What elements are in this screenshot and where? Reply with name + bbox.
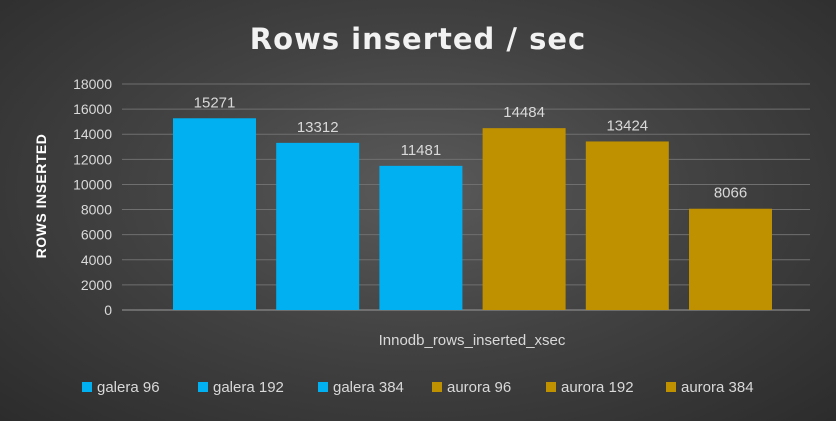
bar-aurora-192 [585,141,669,310]
legend-swatch [666,382,676,392]
data-label: 11481 [401,142,442,159]
legend-swatch [318,382,328,392]
bars [173,118,772,310]
y-axis-title: ROWS INSERTED [33,134,49,259]
legend-swatch [432,382,442,392]
data-label: 8066 [714,185,747,202]
y-tick-label: 4000 [81,252,112,268]
legend-label: aurora 384 [681,379,754,396]
legend: galera 96 galera 192 galera 384 aurora 96 au… [82,379,754,396]
y-tick-label: 2000 [81,277,112,293]
bar-aurora-384 [689,208,772,310]
y-tick-label: 10000 [73,176,112,192]
y-tick-label: 18000 [73,76,112,92]
data-label: 13312 [297,119,339,136]
bar-aurora-96 [482,128,566,310]
legend-label: galera 384 [333,379,404,396]
y-tick-label: 16000 [73,101,112,117]
legend-label: aurora 96 [447,379,511,396]
data-labels: 15271 13312 11481 14484 13424 8066 [194,94,748,201]
chart-title: Rows inserted / sec [250,22,586,56]
bar-galera-192 [276,142,360,310]
x-category-label: Innodb_rows_inserted_xsec [379,332,566,349]
legend-swatch [198,382,208,392]
legend-swatch [82,382,92,392]
y-tick-label: 6000 [81,227,112,243]
data-label: 13424 [606,117,648,134]
legend-label: aurora 192 [561,379,634,396]
legend-swatch [546,382,556,392]
y-axis-ticks: 0 2000 4000 6000 8000 10000 12000 14000 16000 180… [73,76,112,318]
y-tick-label: 8000 [81,202,112,218]
y-tick-label: 14000 [73,126,112,142]
legend-label: galera 192 [213,379,284,396]
bar-galera-384 [379,165,463,310]
y-tick-label: 12000 [73,151,112,167]
data-label: 15271 [194,94,236,111]
data-label: 14484 [503,104,545,121]
legend-label: galera 96 [97,379,160,396]
y-tick-label: 0 [104,302,112,318]
bar-galera-96 [173,118,256,310]
